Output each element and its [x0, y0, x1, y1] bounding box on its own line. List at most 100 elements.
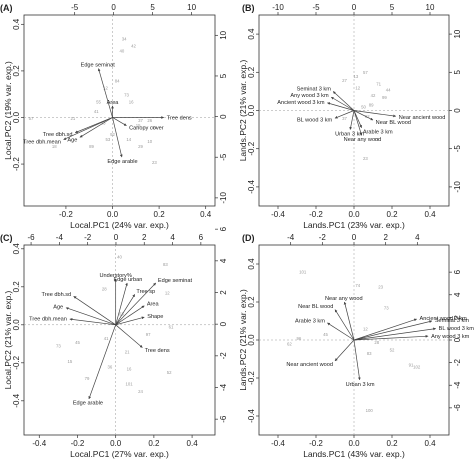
- loading-arrow: [353, 110, 374, 121]
- loading-arrow: [349, 110, 355, 130]
- panel-letter: (B): [242, 3, 255, 13]
- right-tick-label: 4: [453, 292, 462, 297]
- right-tick-label: -6: [453, 404, 462, 412]
- left-tick-label: 0.2: [247, 66, 256, 78]
- site-label: 100: [366, 408, 374, 413]
- right-tick-label: -4: [453, 381, 462, 389]
- loading-arrow: [69, 318, 116, 326]
- left-tick-label: 0.4: [247, 28, 256, 40]
- right-tick-label: -2: [219, 352, 228, 360]
- left-tick-label: 0.0: [247, 334, 256, 346]
- bottom-tick-label: 0.0: [348, 439, 360, 448]
- top-tick-label: 6: [199, 233, 204, 242]
- loading-arrow: [332, 91, 355, 111]
- top-tick-label: 2: [142, 233, 147, 242]
- site-label: 23: [378, 285, 383, 290]
- right-tick-label: 0: [453, 337, 462, 342]
- left-tick-label: 0.0: [247, 104, 256, 116]
- site-label: 89: [89, 144, 94, 149]
- top-tick-label: 0: [114, 233, 119, 242]
- site-label: 52: [167, 370, 172, 375]
- loading-label: Edge arable: [73, 401, 103, 407]
- bottom-tick-label: -0.2: [309, 439, 323, 448]
- left-tick-label: -0.2: [12, 355, 21, 369]
- site-label: 57: [363, 70, 368, 75]
- site-label: 44: [386, 87, 391, 92]
- site-label: 73: [124, 93, 129, 98]
- site-label: 15: [67, 359, 72, 364]
- loading-label: Tree dbh.mean: [29, 317, 67, 323]
- loading-label: Tree sp: [136, 289, 155, 295]
- site-label: 27: [342, 78, 347, 83]
- site-label: 10: [147, 139, 152, 144]
- loading-arrow: [334, 110, 355, 119]
- site-label: 97: [146, 332, 151, 337]
- right-tick-label: 6: [453, 269, 462, 274]
- loading-arrow: [73, 296, 116, 326]
- loading-arrow: [327, 102, 355, 111]
- site-label: 12: [355, 85, 360, 90]
- site-label: 16: [127, 366, 132, 371]
- left-tick-label: 0.0: [12, 319, 21, 331]
- right-tick-label: 10: [219, 30, 228, 39]
- bottom-tick-label: 0.2: [386, 210, 398, 219]
- loading-label: Near BL wood: [376, 120, 411, 126]
- bottom-tick-label: -0.2: [309, 210, 323, 219]
- site-label: 12: [363, 327, 368, 332]
- site-label: 102: [413, 365, 421, 370]
- loading-arrow: [343, 301, 355, 341]
- top-tick-label: 0: [111, 3, 116, 12]
- bottom-tick-label: -0.4: [271, 439, 285, 448]
- loading-label: Near ancient wood: [399, 115, 446, 121]
- loading-label: Tree dbh.mean: [23, 139, 61, 145]
- panel-letter: (C): [0, 233, 13, 243]
- right-tick-label: 0: [219, 321, 228, 326]
- site-label: 52: [390, 347, 395, 352]
- loading-label: Seminat 3 km: [435, 318, 470, 324]
- right-tick-label: -2: [453, 359, 462, 367]
- x-axis-title: Lands.PC1 (43% var. exp.): [303, 449, 405, 459]
- loading-arrow: [115, 316, 145, 326]
- top-tick-label: 5: [150, 3, 155, 12]
- loading-arrow: [115, 294, 136, 325]
- loading-label: Area: [107, 100, 120, 106]
- left-tick-label: 0.2: [12, 281, 21, 293]
- bottom-tick-label: -0.2: [71, 439, 85, 448]
- site-label: 62: [365, 114, 370, 119]
- bottom-tick-label: -0.2: [59, 210, 73, 219]
- right-tick-label: 10: [453, 29, 462, 38]
- loading-label: Near any wood: [344, 137, 382, 143]
- top-tick-label: -6: [28, 233, 36, 242]
- right-tick-label: 5: [219, 73, 228, 78]
- loading-label: Tree dens: [167, 115, 192, 121]
- top-tick-label: 5: [390, 3, 395, 12]
- site-label: 29: [138, 144, 143, 149]
- bottom-tick-label: 0.2: [154, 210, 166, 219]
- loading-label: Arable 3 km: [363, 129, 393, 135]
- right-tick-label: -10: [219, 192, 228, 204]
- loading-label: Urban 3 km: [346, 382, 375, 388]
- bottom-tick-label: 0.2: [148, 439, 160, 448]
- left-tick-label: -0.4: [247, 409, 256, 423]
- site-label: 12: [165, 290, 170, 295]
- site-label: 57: [29, 116, 34, 121]
- loading-arrow: [115, 282, 157, 326]
- loading-label: Shape: [147, 314, 163, 320]
- site-label: 26: [147, 118, 152, 123]
- loading-arrow: [88, 324, 117, 400]
- bottom-tick-label: -0.4: [271, 210, 285, 219]
- right-tick-label: 2: [453, 315, 462, 320]
- loading-label: Edge urban: [113, 277, 142, 283]
- loading-label: Any wood 3 km: [431, 334, 470, 340]
- loading-label: Near BL wood: [298, 304, 333, 310]
- site-label: 42: [371, 93, 376, 98]
- panel-b: (B) -0.4 -0.2 0.0 0.2 0.4 -0.4 -0.2 0.0 0.2 0.4 -10…: [238, 3, 462, 230]
- loading-label: Area: [147, 302, 160, 308]
- right-tick-label: 6: [219, 226, 228, 231]
- site-label: 16: [129, 100, 134, 105]
- site-label: 83: [367, 351, 372, 356]
- left-tick-label: 0.4: [12, 18, 21, 30]
- loading-arrow: [115, 324, 143, 348]
- site-label: 92: [110, 132, 115, 137]
